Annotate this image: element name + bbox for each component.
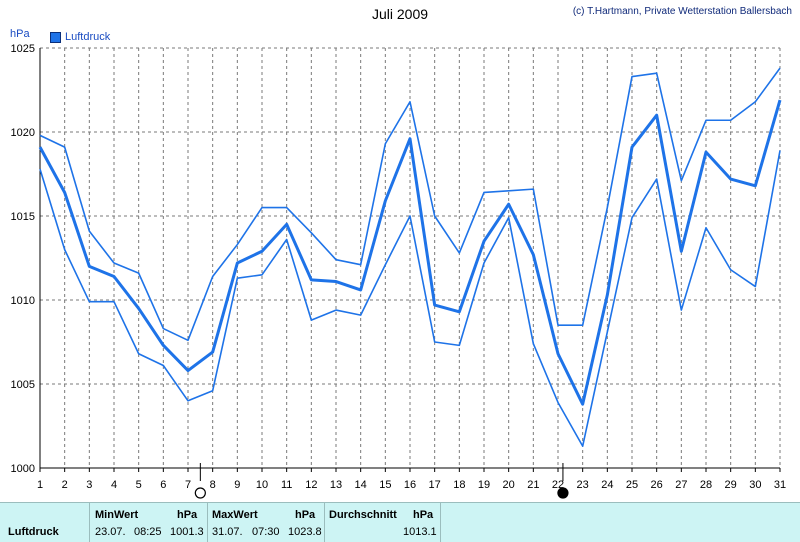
chart-title: Juli 2009: [371, 6, 429, 22]
x-tick-label: 29: [725, 479, 737, 491]
x-tick-label: 12: [305, 479, 317, 491]
x-tick-label: 26: [651, 479, 663, 491]
x-tick-label: 13: [330, 479, 342, 491]
x-tick-label: 4: [111, 479, 117, 491]
x-tick-label: 11: [281, 479, 292, 491]
x-tick-label: 17: [429, 479, 441, 491]
x-tick-label: 9: [234, 479, 240, 491]
x-tick-label: 21: [527, 479, 539, 491]
y-tick-label: 1020: [11, 127, 35, 139]
series-line-avg: [38, 99, 782, 406]
x-tick-label: 6: [160, 479, 166, 491]
x-tick-label: 19: [478, 479, 490, 491]
min-time: 08:25: [134, 526, 162, 538]
y-tick-label: 1005: [11, 379, 35, 391]
x-tick-label: 8: [210, 479, 216, 491]
x-tick-label: 20: [503, 479, 515, 491]
legend-swatch: [50, 31, 61, 43]
x-tick-label: 18: [453, 479, 465, 491]
y-axis-unit: hPa: [10, 28, 30, 40]
max-header: MaxWert: [212, 509, 258, 521]
y-tick-label: 1015: [11, 211, 35, 223]
footer-avg-cell: Durchschnitt hPa 1013.1: [325, 503, 441, 542]
footer-max-cell: MaxWert hPa 31.07. 07:30 1023.8: [208, 503, 325, 542]
x-tick-label: 27: [675, 479, 687, 491]
legend-label: Luftdruck: [65, 31, 111, 43]
y-tick-label: 1010: [11, 295, 35, 307]
y-tick-label: 1000: [11, 463, 35, 475]
x-tick-label: 7: [185, 479, 191, 491]
x-tick-label: 23: [577, 479, 589, 491]
legend: Luftdruck: [50, 31, 110, 43]
min-value: 1001.3: [170, 526, 204, 538]
x-tick-label: 24: [601, 479, 613, 491]
x-tick-label: 31: [774, 479, 786, 491]
new-moon-icon: [557, 487, 569, 499]
footer-series-label: Luftdruck: [8, 526, 59, 538]
footer-min-cell: MinWert hPa 23.07. 08:25 1001.3: [90, 503, 208, 542]
x-tick-label: 15: [379, 479, 391, 491]
footer-label-cell: Luftdruck: [0, 503, 90, 542]
avg-value: 1013.1: [403, 526, 437, 538]
x-tick-label: 16: [404, 479, 416, 491]
max-unit: hPa: [295, 509, 316, 521]
x-tick-label: 14: [355, 479, 367, 491]
x-tick-label: 5: [136, 479, 142, 491]
max-value: 1023.8: [288, 526, 322, 538]
x-tick-label: 2: [62, 479, 68, 491]
series-line-max: [39, 67, 781, 342]
full-moon-icon: [194, 487, 206, 499]
max-date: 31.07.: [212, 526, 243, 538]
station-credit: (c) T.Hartmann, Private Wetterstation Ba…: [572, 6, 792, 17]
min-header: MinWert: [95, 509, 139, 521]
series-line-min: [39, 150, 781, 447]
x-tick-label: 28: [700, 479, 712, 491]
x-tick-label: 3: [86, 479, 92, 491]
x-tick-label: 30: [749, 479, 761, 491]
min-unit: hPa: [177, 509, 198, 521]
x-tick-label: 10: [256, 479, 268, 491]
y-tick-label: 1025: [11, 43, 35, 55]
summary-footer: Luftdruck MinWert hPa 23.07. 08:25 1001.…: [0, 502, 800, 542]
max-time: 07:30: [252, 526, 280, 538]
avg-unit: hPa: [413, 509, 434, 521]
x-tick-label: 1: [37, 479, 43, 491]
x-tick-label: 25: [626, 479, 638, 491]
avg-header: Durchschnitt: [329, 509, 397, 521]
min-date: 23.07.: [95, 526, 126, 538]
